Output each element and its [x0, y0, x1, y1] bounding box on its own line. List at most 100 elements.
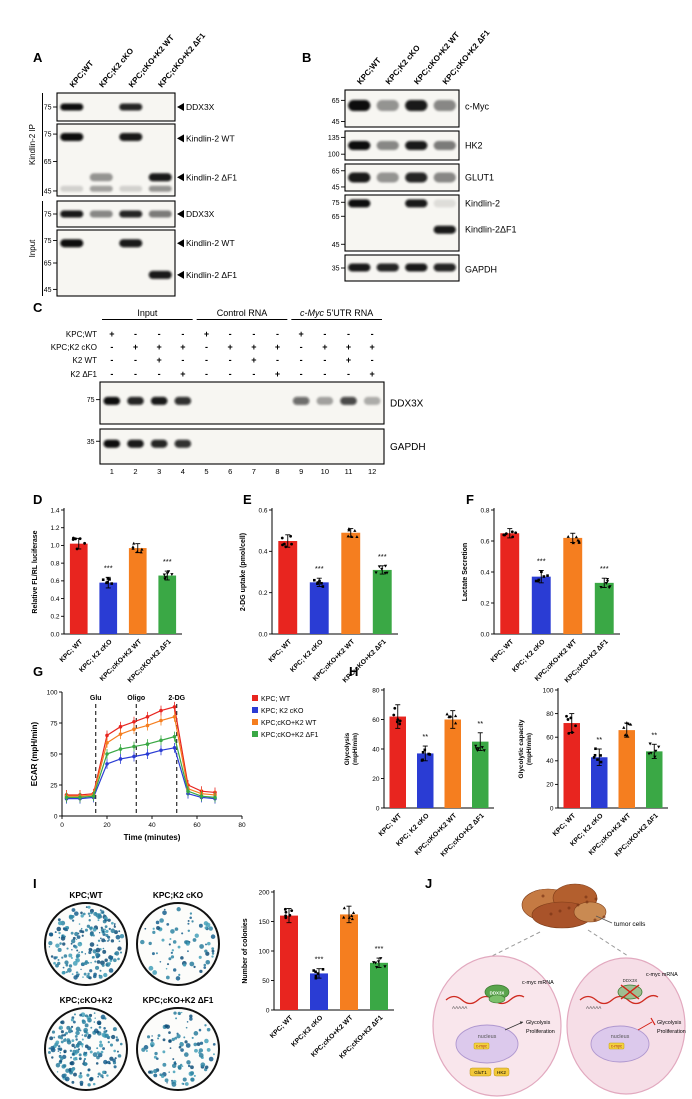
colony-dot: [117, 946, 122, 951]
x-tick-label: 80: [238, 822, 246, 829]
data-point: [74, 537, 77, 541]
data-point: [542, 575, 546, 578]
data-point: [101, 578, 105, 582]
tumor-dot: [594, 897, 598, 901]
colony-dot: [162, 910, 167, 916]
data-point: [654, 749, 658, 753]
colony-dot: [194, 1048, 198, 1053]
colony-dot: [193, 1031, 199, 1036]
significance: **: [596, 735, 602, 744]
blot-band: [127, 439, 144, 448]
colony-dot: [60, 1020, 65, 1025]
colony-dot: [73, 1013, 76, 1016]
colony-dot: [176, 907, 181, 912]
colony-dot: [190, 1065, 194, 1070]
data-point: [377, 565, 381, 569]
series-line: [66, 747, 216, 800]
band-arrow: [177, 173, 184, 182]
data-point: [393, 706, 397, 710]
lane-number: 10: [321, 467, 329, 476]
colony-dot: [212, 1053, 215, 1056]
data-point: [574, 535, 578, 539]
colony-dot: [168, 1039, 172, 1043]
colony-dot: [60, 936, 66, 941]
pm-mark: -: [134, 355, 137, 365]
colony-dot: [64, 1076, 70, 1082]
pm-mark: -: [110, 355, 113, 365]
data-point: [511, 535, 515, 539]
pm-mark: -: [323, 329, 326, 339]
bar: [158, 575, 177, 634]
significance: ***: [315, 564, 324, 573]
significance: **: [477, 719, 483, 728]
y-tick-label: 0.4: [480, 569, 489, 576]
colony-dot: [152, 927, 155, 930]
colony-dot: [77, 973, 80, 976]
colony-dot: [72, 1020, 76, 1024]
colony-plate: [136, 1007, 220, 1091]
colony-dot: [86, 974, 90, 979]
band-label: Kindlin-2 WT: [186, 238, 235, 248]
colony-dot: [48, 932, 53, 937]
colony-dot: [85, 906, 88, 909]
colony-dot: [164, 1078, 169, 1083]
colony-dot: [81, 962, 85, 966]
data-point: [599, 760, 603, 764]
significance: ***: [315, 955, 324, 964]
colony-dot: [85, 1014, 89, 1018]
bar: [389, 716, 406, 808]
data-point: [342, 915, 346, 919]
data-point: [475, 749, 479, 752]
colony-dot: [103, 972, 108, 978]
colony-dot: [191, 920, 194, 923]
colony-dot: [81, 930, 85, 934]
blot-row-label: c-Myc: [465, 102, 489, 112]
blot-band: [60, 185, 84, 192]
header-rest: 5'UTR RNA: [324, 308, 373, 318]
data-point: [355, 535, 359, 539]
bar-chart-E: 0.0 0.2 0.4 0.6 2-DG uptake (pmol/cell) KPC; …: [240, 507, 398, 684]
colony-dot: [89, 1050, 93, 1054]
panel-F-letter: F: [466, 492, 474, 507]
colony-dot: [180, 1041, 182, 1044]
colony-dot: [170, 929, 175, 934]
blot-band: [89, 185, 113, 192]
colony-dot: [104, 925, 108, 929]
colony-dot: [117, 1054, 122, 1058]
data-point: [571, 541, 575, 545]
x-category-label: KPC; WT: [490, 638, 516, 664]
data-point: [75, 547, 79, 551]
colony-dot: [68, 953, 73, 958]
colony-dot: [102, 1070, 106, 1075]
colony-dot: [99, 909, 102, 912]
tumor-dot: [549, 912, 553, 916]
y-tick-label: 100: [543, 687, 554, 694]
data-point: [625, 733, 629, 737]
tumor-label: tumor cells: [614, 921, 646, 928]
colony-dot: [159, 960, 162, 963]
colony-dot: [105, 1061, 108, 1064]
data-point: [290, 542, 293, 546]
data-point: [596, 758, 599, 761]
tumor-pointer: [595, 915, 613, 924]
colony-dot: [104, 958, 108, 962]
x-category-label: KPC; WT: [268, 638, 294, 664]
colony-dot: [200, 1062, 206, 1068]
panel-G-letter: G: [33, 664, 44, 679]
colony-dot: [206, 1048, 211, 1052]
blot-band: [174, 396, 192, 405]
colony-dot: [79, 1013, 82, 1017]
colony-dot: [118, 930, 121, 933]
colony-dot: [88, 947, 93, 952]
bar-chart-H2: 0 20 40 60 80 100 Glycolytic capacity (mpH/min)…: [518, 687, 668, 858]
pm-mark: -: [276, 329, 279, 339]
series-point: [105, 762, 109, 766]
colony-dot: [76, 953, 81, 958]
mw-label: 65: [44, 261, 52, 268]
blot-band: [433, 100, 456, 112]
y-tick-label: 0.8: [50, 560, 59, 567]
pm-mark: -: [276, 355, 279, 365]
mw-label: 135: [328, 135, 340, 142]
x-category-label: KPC; K2 cKO: [289, 638, 324, 673]
data-point: [312, 969, 316, 972]
